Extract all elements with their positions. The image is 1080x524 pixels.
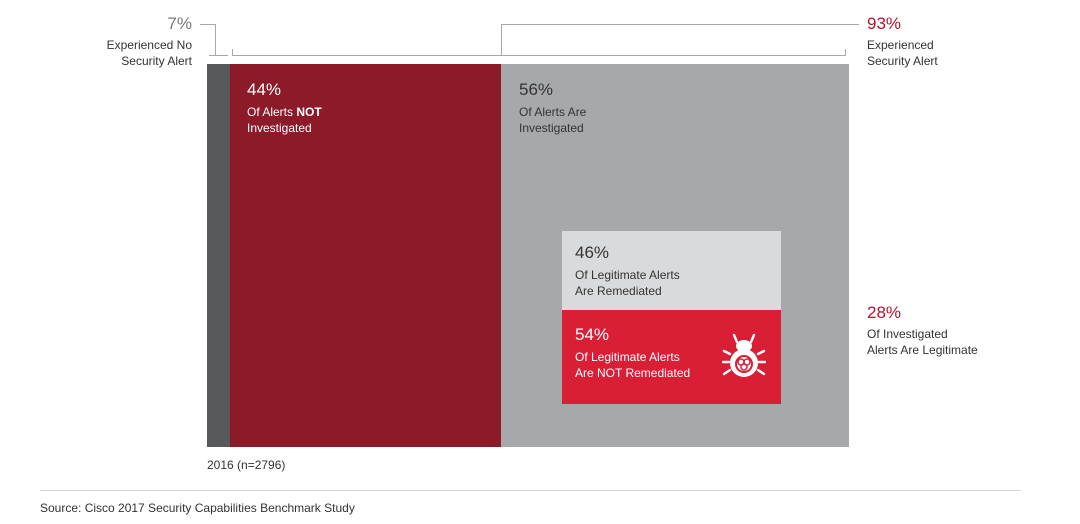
bug-biohazard-icon bbox=[722, 333, 766, 377]
remediated-value: 46% bbox=[575, 243, 610, 262]
box-not-remediated: 54% Of Legitimate Alerts Are NOT Remedia… bbox=[562, 310, 781, 404]
alert-value: 93% bbox=[867, 14, 902, 33]
investigated-label: Of Alerts Are Investigated bbox=[519, 105, 587, 135]
investigated-value: 56% bbox=[519, 80, 554, 99]
remediated-label: Of Legitimate Alerts Are Remediated bbox=[575, 268, 680, 298]
footer-divider bbox=[40, 490, 1021, 491]
box-remediated: 46% Of Legitimate Alerts Are Remediated bbox=[562, 231, 781, 310]
alert-label: Experienced Security Alert bbox=[867, 38, 938, 68]
no-alert-label: Experienced No Security Alert bbox=[106, 38, 192, 68]
bar-alerts-not-investigated: 44% Of Alerts NOT Investigated bbox=[230, 64, 501, 447]
not-investigated-value: 44% bbox=[247, 80, 282, 99]
legitimate-value: 28% bbox=[867, 303, 902, 322]
not-investigated-label: Of Alerts NOT Investigated bbox=[247, 105, 322, 135]
not-remediated-label: Of Legitimate Alerts Are NOT Remediated bbox=[575, 350, 691, 380]
year-label: 2016 (n=2796) bbox=[207, 458, 286, 472]
no-alert-value: 7% bbox=[167, 14, 192, 33]
bar-no-security-alert bbox=[207, 64, 230, 447]
legitimate-label: Of Investigated Alerts Are Legitimate bbox=[867, 327, 978, 357]
not-remediated-value: 54% bbox=[575, 325, 610, 344]
source-text: Source: Cisco 2017 Security Capabilities… bbox=[40, 501, 355, 515]
